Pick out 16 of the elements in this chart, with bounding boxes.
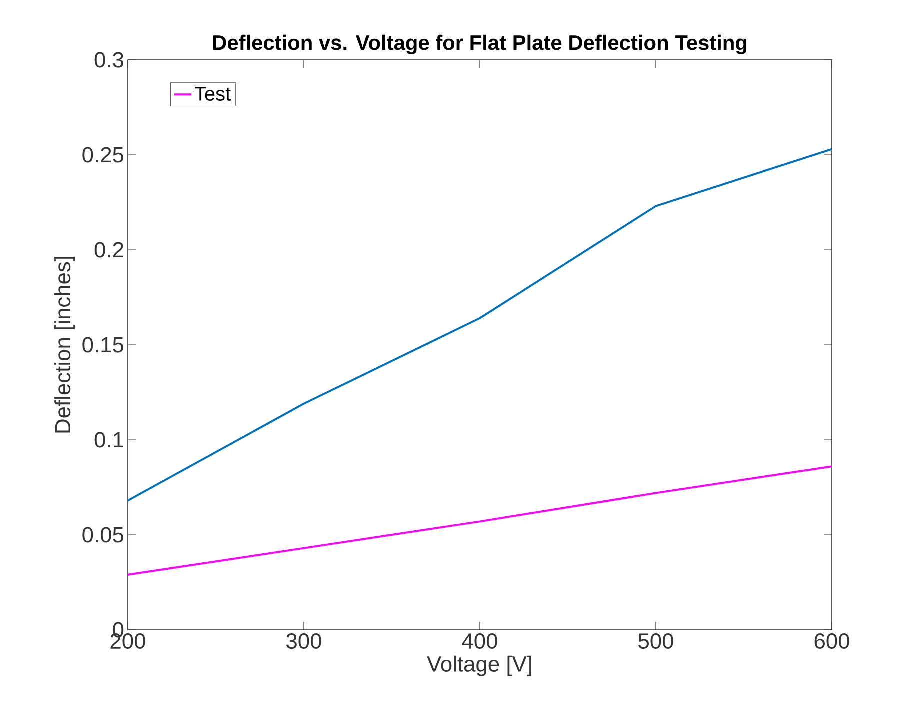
y-axis-title: Deflection [inches]	[54, 257, 75, 433]
chart-title: Deflection vs. Voltage for Flat Plate Deflection Testing	[213, 34, 747, 54]
legend-label: Test	[194, 87, 231, 101]
y-tick-label: 0.1	[94, 432, 124, 448]
line-series	[128, 466, 832, 576]
x-tick-label: 600	[814, 634, 850, 650]
x-tick-label: 300	[286, 634, 322, 650]
x-tick-label: 400	[462, 634, 498, 650]
y-tick-label: 0.05	[82, 527, 124, 543]
y-tick-label: 0.2	[94, 242, 124, 258]
y-tick-label: 0.15	[82, 337, 124, 353]
x-axis-title: Voltage [V]	[427, 656, 532, 676]
x-tick-label: 500	[638, 634, 674, 650]
y-tick-label: 0.25	[82, 147, 124, 163]
y-tick-label: 0.3	[94, 52, 124, 68]
line-series	[128, 148, 832, 502]
